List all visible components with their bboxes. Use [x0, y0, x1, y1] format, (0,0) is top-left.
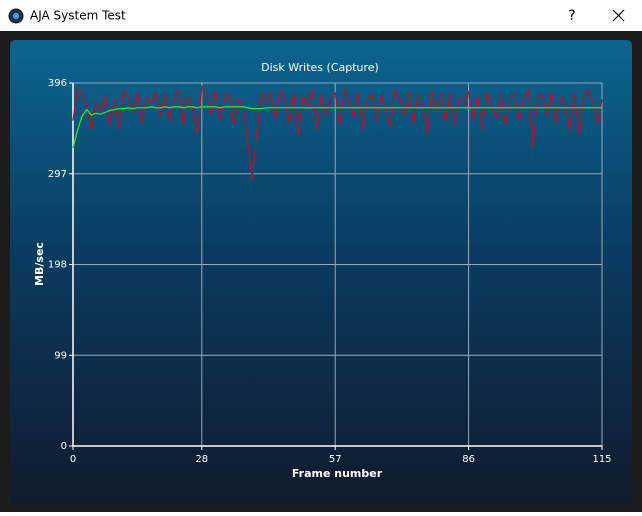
- y-tick-label: 0: [61, 441, 67, 452]
- title-bar: [0, 0, 642, 31]
- data-line: [72, 106, 602, 149]
- help-button[interactable]: ?: [568, 8, 575, 24]
- close-button[interactable]: [612, 9, 625, 22]
- data-line: [72, 84, 603, 181]
- y-tick-label: 99: [54, 350, 67, 361]
- x-tick-label: 86: [462, 454, 475, 465]
- x-tick-label: 57: [329, 454, 342, 465]
- y-tick-label: 198: [48, 260, 67, 271]
- x-tick-label: 28: [195, 454, 208, 465]
- y-axis-label: MB/sec: [33, 242, 46, 286]
- x-axis-label: Frame number: [292, 467, 383, 480]
- app-icon-dot: [13, 13, 19, 19]
- chart-title: Disk Writes (Capture): [261, 61, 379, 74]
- x-tick-label: 115: [592, 454, 611, 465]
- x-tick-label: 0: [70, 454, 76, 465]
- y-tick-label: 396: [48, 78, 67, 89]
- y-tick-label: 297: [48, 169, 67, 180]
- window-title: AJA System Test: [30, 9, 126, 23]
- chart-panel: [10, 40, 632, 505]
